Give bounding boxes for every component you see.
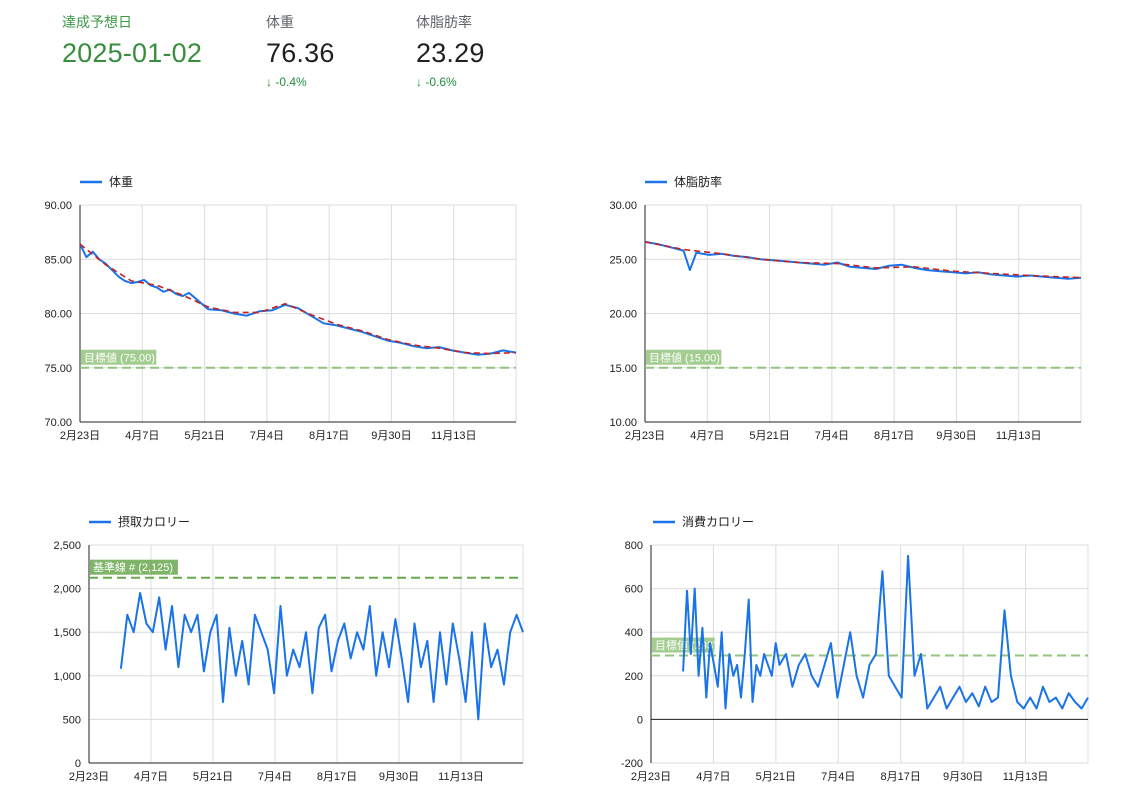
x-tick-label: 5月21日	[193, 771, 233, 783]
y-tick-label: 15.00	[609, 363, 637, 375]
x-tick-label: 8月17日	[309, 430, 349, 442]
y-tick-label: 800	[625, 540, 643, 552]
y-tick-label: -200	[621, 758, 643, 770]
x-tick-label: 11月13日	[1003, 771, 1049, 783]
kpi-weight-delta: ↓ -0.4%	[266, 75, 335, 89]
x-tick-label: 9月30日	[371, 430, 411, 442]
y-tick-label: 0	[75, 758, 81, 770]
x-tick-label: 11月13日	[438, 771, 484, 783]
kpi-bodyfat-delta: ↓ -0.6%	[416, 75, 485, 89]
x-tick-label: 8月17日	[317, 771, 357, 783]
y-tick-label: 2,500	[53, 540, 81, 552]
y-tick-label: 10.00	[609, 417, 637, 429]
target-label: 目標値 (15.00)	[649, 350, 720, 364]
trend-line	[79, 243, 517, 355]
trend-line	[644, 241, 1082, 279]
target-label-bg	[652, 637, 715, 653]
x-tick-label: 2月23日	[625, 430, 665, 442]
x-tick-label: 5月21日	[756, 771, 796, 783]
kpi-bodyfat-value: 23.29	[416, 38, 485, 68]
kpi-eta-date: 達成予想日 2025-01-02	[62, 12, 202, 69]
x-tick-label: 4月7日	[690, 430, 724, 442]
y-tick-label: 30.00	[609, 200, 637, 212]
x-tick-label: 11月13日	[996, 430, 1042, 442]
target-label: 目標値 (293)	[655, 638, 717, 652]
x-tick-label: 9月30日	[943, 771, 983, 783]
series-line	[644, 240, 1082, 280]
x-tick-label: 7月4日	[821, 771, 855, 783]
y-tick-label: 500	[63, 714, 81, 726]
x-tick-label: 2月23日	[631, 771, 671, 783]
x-tick-label: 7月4日	[258, 771, 292, 783]
y-tick-label: 1,000	[53, 671, 81, 683]
legend-label: 体重	[109, 175, 133, 189]
y-tick-label: 70.00	[44, 417, 72, 429]
target-label: 目標値 (75.00)	[84, 350, 155, 364]
legend-label: 体脂肪率	[674, 174, 722, 189]
x-tick-label: 2月23日	[69, 771, 109, 783]
x-tick-label: 8月17日	[881, 771, 921, 783]
x-tick-label: 2月23日	[60, 430, 100, 442]
kpi-bodyfat: 体脂肪率 23.29 ↓ -0.6%	[416, 12, 485, 89]
legend-label: 摂取カロリー	[118, 514, 190, 529]
kpi-bodyfat-label: 体脂肪率	[416, 14, 472, 30]
kpi-eta-label: 達成予想日	[62, 14, 132, 30]
target-label-bg	[646, 349, 722, 365]
kpi-weight-label: 体重	[266, 14, 294, 30]
x-tick-label: 4月7日	[125, 430, 159, 442]
x-tick-label: 8月17日	[874, 430, 914, 442]
kpi-eta-value: 2025-01-02	[62, 38, 203, 68]
series-line	[119, 592, 524, 721]
x-tick-label: 9月30日	[379, 771, 419, 783]
y-tick-label: 90.00	[44, 200, 72, 212]
series-line	[682, 554, 1089, 710]
x-tick-label: 5月21日	[749, 430, 789, 442]
y-tick-label: 200	[625, 671, 643, 683]
down-arrow-icon: ↓	[416, 75, 422, 89]
target-label: 基準線 # (2,125)	[93, 560, 173, 574]
x-tick-label: 11月13日	[431, 430, 477, 442]
kpi-weight-value: 76.36	[266, 38, 335, 68]
x-tick-label: 7月4日	[250, 430, 284, 442]
x-tick-label: 7月4日	[815, 430, 849, 442]
y-tick-label: 20.00	[609, 309, 637, 321]
y-tick-label: 25.00	[609, 254, 637, 266]
down-arrow-icon: ↓	[266, 75, 272, 89]
y-tick-label: 400	[625, 627, 643, 639]
legend-label: 消費カロリー	[682, 514, 754, 529]
x-tick-label: 4月7日	[134, 771, 168, 783]
y-tick-label: 85.00	[44, 254, 72, 266]
y-tick-label: 80.00	[44, 309, 72, 321]
kpi-weight: 体重 76.36 ↓ -0.4%	[266, 12, 335, 89]
target-label-bg	[81, 349, 157, 365]
x-tick-label: 9月30日	[936, 430, 976, 442]
kpi-bodyfat-delta-text: -0.6%	[425, 75, 457, 89]
y-tick-label: 600	[625, 584, 643, 596]
y-tick-label: 75.00	[44, 363, 72, 375]
target-label-bg	[90, 559, 178, 575]
series-line	[79, 243, 517, 356]
y-tick-label: 1,500	[53, 627, 81, 639]
y-tick-label: 2,000	[53, 584, 81, 596]
kpi-weight-delta-text: -0.4%	[275, 75, 307, 89]
y-tick-label: 0	[637, 714, 643, 726]
x-tick-label: 5月21日	[184, 430, 224, 442]
x-tick-label: 4月7日	[696, 771, 730, 783]
